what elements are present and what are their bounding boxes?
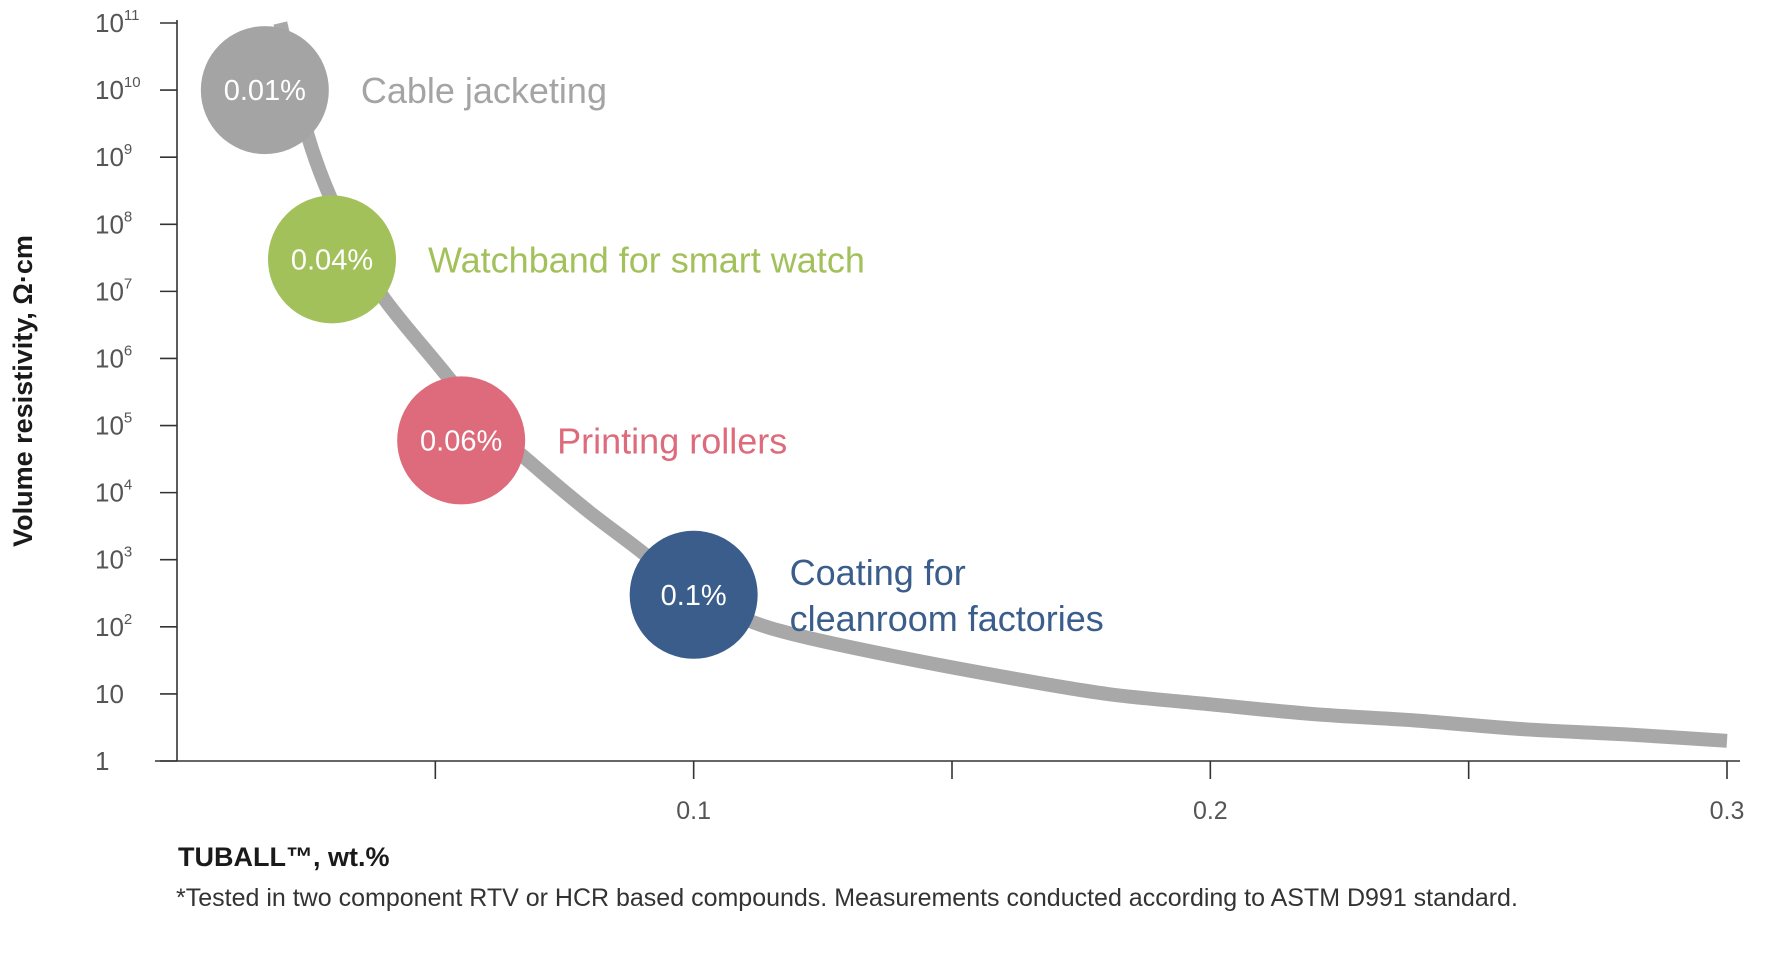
y-axis-title: Volume resistivity, Ω·cm — [8, 235, 38, 547]
x-tick-label: 0.2 — [1193, 797, 1228, 825]
y-tick-label: 103 — [95, 544, 132, 575]
data-point-annotation: Coating for cleanroom factories — [790, 552, 1104, 639]
data-point-label: 0.1% — [661, 580, 727, 612]
y-tick-label: 105 — [95, 410, 132, 441]
y-tick-label: 108 — [95, 208, 132, 239]
y-tick-label: 1 — [95, 746, 109, 776]
data-point-bubble — [629, 530, 758, 659]
data-point-label: 0.01% — [224, 75, 306, 107]
y-tick-label: 1011 — [95, 7, 140, 38]
y-tick-label: 1010 — [95, 74, 141, 105]
footnote: *Tested in two component RTV or HCR base… — [176, 884, 1518, 912]
y-ticks: 1 10 102 103 104 105 106 107 108 109 1010 1011 — [95, 7, 177, 776]
data-point-bubble — [268, 195, 396, 324]
x-ticks: 0.1 0.2 0.3 — [434, 761, 1745, 825]
x-tick-label: 0.1 — [676, 797, 711, 825]
y-tick-label: 109 — [95, 141, 132, 172]
data-point-annotation: Printing rollers — [557, 420, 787, 461]
y-tick-label: 104 — [95, 477, 132, 508]
y-tick-label: 106 — [95, 342, 132, 373]
axes-layer — [155, 20, 1740, 762]
data-point-bubble — [397, 376, 526, 505]
data-point-label: 0.06% — [420, 425, 502, 457]
data-point-annotation: Watchband for smart watch — [428, 239, 865, 280]
data-point-label: 0.04% — [291, 244, 373, 276]
x-axis-title: TUBALL™, wt.% — [178, 842, 389, 872]
data-point-annotation: Cable jacketing — [361, 70, 607, 111]
y-tick-label: 10 — [95, 679, 124, 709]
x-tick-label: 0.3 — [1710, 797, 1745, 825]
y-tick-label: 102 — [95, 611, 132, 642]
data-points: 0.01% Cable jacketing 0.04% Watchband for s… — [200, 26, 1104, 659]
data-point-bubble — [200, 26, 329, 155]
y-tick-label: 107 — [95, 275, 132, 306]
